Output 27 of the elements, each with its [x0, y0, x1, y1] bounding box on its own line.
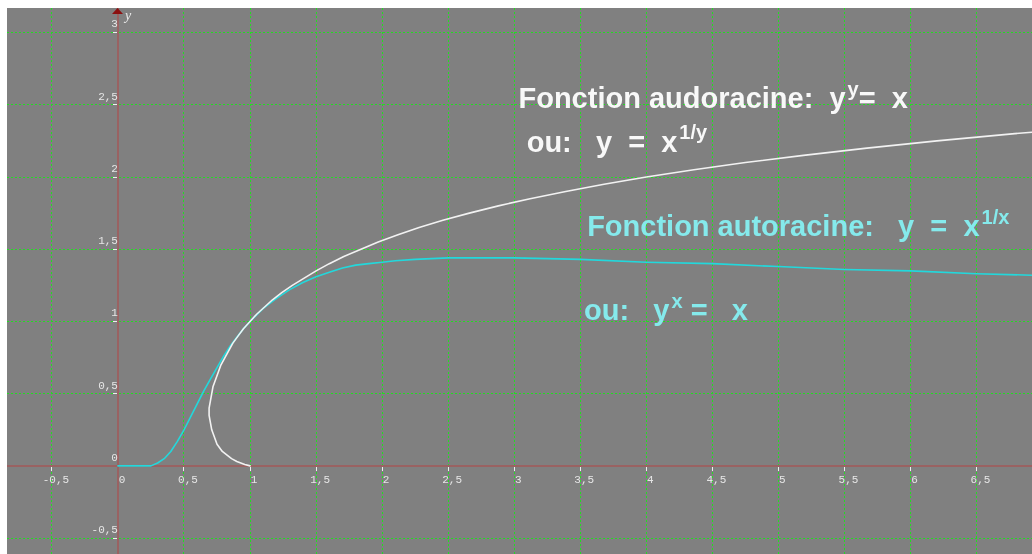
- y-tick-label: 0,5: [98, 379, 118, 392]
- x-tick-label: 4,5: [706, 474, 727, 487]
- y-tick-label: 2: [111, 162, 118, 175]
- annotation: ou: y = x$^{1/y}$: [526, 120, 708, 158]
- annotation: ou: y$^{x}$ = x: [584, 289, 748, 326]
- x-tick-label: 2,5: [442, 474, 463, 487]
- x-tick-label: 3: [514, 474, 522, 487]
- x-tick-label: 1,5: [310, 474, 330, 487]
- x-tick-label: 0,5: [178, 474, 198, 487]
- x-tick-label: -0,5: [42, 474, 70, 487]
- annotation: Fonction autoracine: y = x$^{1/x}$: [587, 205, 1010, 242]
- y-tick-label: 1: [111, 307, 119, 320]
- x-tick-label: 1: [250, 474, 258, 487]
- x-tick-label: 2: [382, 474, 390, 487]
- y-tick-label: -0,5: [91, 524, 118, 537]
- y-tick-label: 3: [111, 18, 118, 31]
- y-tick-label: 0: [111, 451, 118, 464]
- x-tick-label: 3,5: [574, 474, 595, 487]
- x-tick-label: 4: [647, 474, 654, 487]
- y-tick-label: 2,5: [98, 90, 118, 103]
- y-axis-title: y: [124, 8, 132, 23]
- annotation: Fonction audoracine: y$^{y}$= x: [518, 77, 908, 114]
- x-tick-label: 5,5: [838, 474, 859, 487]
- x-tick-label: 6: [911, 474, 918, 487]
- x-tick-label: 5: [779, 474, 786, 487]
- x-tick-label: 6,5: [970, 474, 991, 487]
- y-tick-label: 1,5: [98, 235, 118, 248]
